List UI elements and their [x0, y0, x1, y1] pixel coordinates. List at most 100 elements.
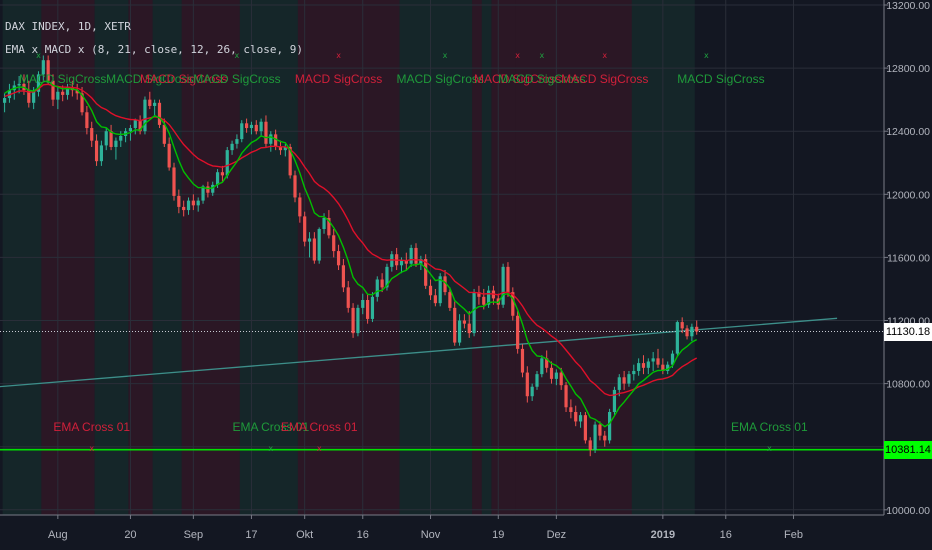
ema-slow-line — [4, 83, 698, 397]
candle-down — [182, 206, 186, 211]
candle-down — [549, 367, 554, 379]
x-tick-label: 19 — [492, 529, 504, 541]
candle-down — [448, 292, 452, 308]
candle-down — [569, 407, 573, 412]
candle-down — [94, 140, 99, 162]
candle-up — [578, 415, 583, 422]
x-tick-label: 16 — [720, 529, 732, 541]
macd-sigcross-label: MACD SigCross — [295, 72, 382, 86]
candle-down — [293, 175, 297, 198]
candle-down — [341, 265, 345, 288]
candle-up — [283, 146, 287, 151]
candle-down — [254, 124, 258, 132]
candle-down — [162, 124, 166, 144]
candle-down — [332, 235, 336, 252]
candle-down — [61, 91, 65, 95]
candle-down — [462, 320, 466, 324]
candle-up — [530, 386, 534, 397]
time-axis-panel — [0, 515, 932, 550]
candle-up — [225, 150, 229, 176]
candle-up — [501, 266, 505, 305]
candles-layer — [3, 55, 699, 457]
candle-down — [380, 279, 384, 288]
candle-up — [235, 139, 239, 144]
candle-down — [75, 90, 79, 94]
candle-down — [157, 102, 162, 125]
y-tick-label: 12800.00 — [886, 63, 930, 75]
macd-sigcross-label: MACD SigCross — [397, 72, 484, 86]
candle-up — [627, 374, 631, 384]
candle-down — [641, 363, 646, 368]
candle-up — [608, 411, 612, 441]
candle-down — [622, 377, 626, 384]
candle-down — [477, 292, 481, 297]
candle-down — [264, 121, 268, 144]
x-tick-label: 16 — [357, 529, 369, 541]
ema-cross-label: EMA Cross 01 — [281, 420, 358, 434]
candle-up — [370, 296, 375, 319]
candle-up — [666, 364, 670, 371]
candle-up — [36, 74, 41, 92]
signal-marker: x — [704, 51, 709, 60]
candle-up — [535, 374, 539, 387]
y-tick-label: 13200.00 — [886, 0, 930, 12]
candle-up — [675, 322, 679, 354]
macd-sigcross-label: MACD SigCross — [19, 72, 106, 86]
candle-up — [215, 172, 220, 185]
candle-up — [119, 135, 123, 141]
candle-down — [545, 358, 549, 368]
signal-marker: x — [336, 51, 341, 60]
candle-down — [177, 195, 181, 207]
candle-up — [307, 238, 312, 242]
ema-cross-label: EMA Cross 01 — [53, 420, 130, 434]
candle-up — [361, 299, 365, 308]
candle-down — [46, 60, 50, 81]
candle-up — [128, 128, 133, 132]
candle-down — [428, 285, 433, 296]
candle-down — [574, 411, 578, 422]
candle-down — [598, 424, 602, 436]
candle-up — [375, 279, 379, 297]
candle-down — [453, 307, 457, 343]
candle-up — [317, 229, 321, 261]
indicator-legend[interactable]: EMA x MACD x (8, 21, close, 12, 26, clos… — [5, 43, 304, 56]
candle-up — [356, 307, 360, 334]
candle-down — [303, 216, 307, 242]
candle-down — [414, 247, 418, 264]
macd-sigcross-label: MACD SigCross — [561, 72, 648, 86]
candle-down — [520, 348, 525, 373]
price-axis-panel — [884, 0, 932, 550]
macd-sigcross-label: MACD SigCross — [193, 72, 280, 86]
candle-down — [525, 372, 529, 397]
candle-down — [206, 186, 210, 193]
x-tick-label: 2019 — [651, 529, 675, 541]
grid-lines — [0, 0, 884, 515]
candle-down — [167, 143, 171, 168]
candle-up — [17, 83, 21, 86]
candle-up — [240, 123, 244, 140]
candle-down — [603, 435, 607, 441]
candle-up — [143, 99, 147, 132]
y-tick-label: 12000.00 — [886, 189, 930, 201]
y-tick-label: 11600.00 — [887, 252, 930, 264]
y-tick-label: 12400.00 — [886, 126, 930, 138]
candle-up — [201, 186, 205, 201]
candle-up — [554, 372, 558, 379]
candle-down — [443, 276, 447, 293]
x-tick-label: Aug — [48, 529, 68, 541]
signal-marker: x — [268, 444, 273, 453]
macd-sigcross-label: MACD SigCross — [498, 72, 585, 86]
ema-cross-label: EMA Cross 01 — [232, 420, 309, 434]
ema-fast-line — [4, 80, 698, 428]
indicator-level-tag: 10381.14 — [884, 440, 932, 459]
signal-marker: x — [235, 51, 240, 60]
candle-up — [399, 260, 404, 266]
macd-sigcross-label: MACD SigCross — [106, 72, 193, 86]
x-tick-label: Nov — [421, 529, 441, 541]
candle-up — [32, 91, 36, 103]
x-tick-label: Sep — [184, 529, 204, 541]
candle-down — [51, 80, 55, 100]
candle-down — [366, 299, 370, 319]
